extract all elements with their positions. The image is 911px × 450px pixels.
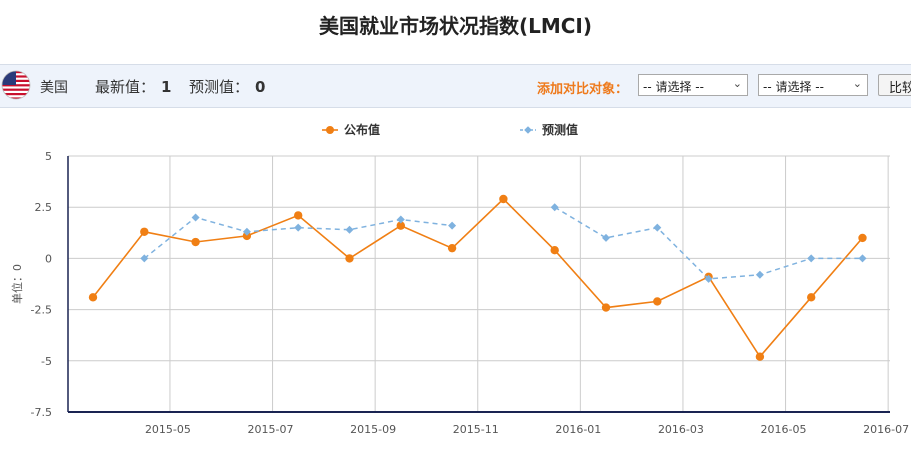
data-point (345, 254, 354, 263)
data-point (191, 237, 200, 247)
compare-select-1[interactable]: -- 请选择 -- ⌄ (638, 74, 748, 96)
data-point (140, 227, 149, 236)
x-tick-label: 2016-01 (555, 423, 601, 436)
x-tick-label: 2015-09 (350, 423, 396, 436)
legend-label: 公布值 (344, 122, 380, 137)
compare-label: 添加对比对象： (537, 82, 629, 97)
chevron-down-icon: ⌄ (852, 77, 862, 90)
latest-value-number: 1 (161, 78, 172, 96)
data-point (294, 223, 303, 232)
y-tick-label: 5 (45, 150, 52, 163)
y-tick-label: 2.5 (35, 201, 53, 214)
data-point (807, 254, 816, 263)
forecast-value-label: 预测值： (189, 78, 250, 96)
compare-select-2-value: -- 请选择 -- (763, 80, 824, 94)
data-point (550, 203, 559, 212)
data-point (653, 297, 662, 306)
data-point (755, 270, 764, 279)
x-tick-label: 2016-05 (761, 423, 807, 436)
series-line (92, 197, 864, 359)
legend-label: 预测值 (542, 122, 578, 137)
data-point (601, 303, 611, 312)
page-title: 美国就业市场状况指数(LMCI) (318, 14, 593, 38)
lmci-chart: 5 2.5 0 -2.5 -5 -7.5 2015-05 2015-07 2015-09 2015… (10, 122, 909, 436)
chevron-down-icon: ⌄ (732, 77, 742, 90)
legend-item: 预测值 (520, 122, 578, 137)
data-point (294, 211, 303, 220)
forecast-value-number: 0 (255, 78, 266, 96)
legend-marker (524, 126, 532, 134)
series-2 (140, 203, 867, 283)
data-point (191, 213, 200, 222)
data-point (653, 223, 662, 232)
latest-value-label: 最新值： (95, 78, 156, 96)
forecast-value: 预测值： 0 (189, 76, 265, 97)
legend-marker (326, 126, 334, 134)
series-1 (88, 194, 867, 361)
x-tick-label: 2015-07 (248, 423, 294, 436)
x-tick-label: 2015-05 (145, 423, 191, 436)
series-line (143, 206, 863, 280)
data-point (140, 254, 149, 263)
data-point (242, 231, 252, 241)
compare-button[interactable]: 比较 (878, 74, 911, 96)
data-point (807, 293, 816, 302)
data-point (448, 221, 457, 230)
data-point (550, 246, 559, 255)
data-point (447, 243, 457, 253)
data-point (396, 221, 405, 230)
legend-item: 公布值 (322, 122, 380, 137)
country-name: 美国 (40, 80, 68, 96)
data-point (602, 233, 610, 242)
y-tick-label: -7.5 (31, 406, 52, 419)
compare-select-2[interactable]: -- 请选择 -- ⌄ (758, 74, 868, 96)
data-point (499, 194, 508, 204)
x-tick-label: 2015-11 (453, 423, 499, 436)
y-tick-label: -5 (41, 355, 52, 368)
compare-select-1-value: -- 请选择 -- (643, 80, 704, 94)
x-tick-label: 2016-07 (863, 423, 909, 436)
us-flag-icon (1, 70, 31, 100)
y-tick-label: 0 (45, 252, 52, 265)
data-point (88, 293, 98, 302)
data-point (858, 254, 867, 263)
data-point (704, 274, 713, 283)
data-point (396, 215, 405, 224)
info-bar: 美国 最新值： 1 预测值： 0 添加对比对象： -- 请选择 -- ⌄ -- 请选择… (0, 64, 911, 108)
data-point (242, 227, 251, 236)
latest-value: 最新值： 1 (95, 76, 171, 97)
x-tick-label: 2016-03 (658, 423, 704, 436)
y-axis-label: 单位：0 (10, 264, 24, 304)
data-point (345, 225, 354, 234)
data-point (858, 233, 867, 243)
data-point (755, 352, 765, 361)
y-tick-label: -2.5 (31, 304, 52, 317)
